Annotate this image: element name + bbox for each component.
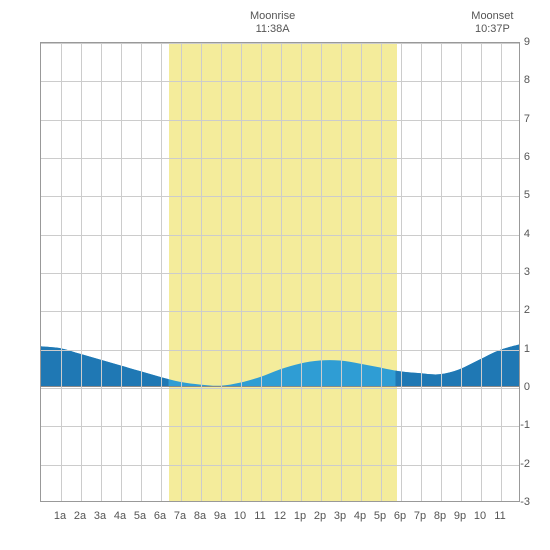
x-tick: 11 bbox=[254, 510, 265, 522]
x-tick: 4a bbox=[114, 510, 126, 522]
grid-line-v bbox=[381, 43, 382, 501]
x-tick: 5p bbox=[374, 510, 386, 522]
y-tick: -1 bbox=[520, 419, 530, 431]
x-tick: 7a bbox=[174, 510, 186, 522]
grid-line-v bbox=[121, 43, 122, 501]
x-tick: 2a bbox=[74, 510, 86, 522]
x-tick: 10 bbox=[234, 510, 246, 522]
grid-line-v bbox=[401, 43, 402, 501]
y-tick: 9 bbox=[524, 36, 530, 48]
x-tick: 1a bbox=[54, 510, 66, 522]
moonrise-title: Moonrise bbox=[250, 10, 295, 22]
grid-line-v bbox=[261, 43, 262, 501]
grid-line-h bbox=[41, 465, 519, 466]
x-tick: 9a bbox=[214, 510, 226, 522]
grid-line-h bbox=[41, 426, 519, 427]
grid-line-v bbox=[461, 43, 462, 501]
grid-line-v bbox=[141, 43, 142, 501]
grid-line-h bbox=[41, 43, 519, 44]
grid-line-v bbox=[481, 43, 482, 501]
grid-line-h bbox=[41, 81, 519, 82]
grid-line-v bbox=[301, 43, 302, 501]
grid-line-h bbox=[41, 158, 519, 159]
x-tick: 9p bbox=[454, 510, 466, 522]
moonset-label: Moonset 10:37P bbox=[462, 10, 522, 36]
x-tick: 3a bbox=[94, 510, 106, 522]
header-labels: Moonrise 11:38A Moonset 10:37P bbox=[10, 10, 540, 40]
grid-line-v bbox=[441, 43, 442, 501]
y-tick: 7 bbox=[524, 113, 530, 125]
x-tick: 11 bbox=[494, 510, 505, 522]
x-tick: 8a bbox=[194, 510, 206, 522]
grid-line-h bbox=[41, 273, 519, 274]
x-tick: 3p bbox=[334, 510, 346, 522]
grid-line-h bbox=[41, 388, 519, 389]
x-tick: 5a bbox=[134, 510, 146, 522]
grid-line-h bbox=[41, 235, 519, 236]
grid-line-v bbox=[201, 43, 202, 501]
grid-line-v bbox=[101, 43, 102, 501]
y-tick: 6 bbox=[524, 151, 530, 163]
x-tick: 12 bbox=[274, 510, 286, 522]
y-tick: 5 bbox=[524, 189, 530, 201]
grid-line-v bbox=[161, 43, 162, 501]
y-tick: 1 bbox=[524, 343, 530, 355]
x-axis: 1a 2a 3a 4a 5a 6a 7a 8a 9a 10 11 12 1p 2p 3p 4p 5p 6p 7p 8p… bbox=[40, 510, 520, 525]
grid-line-h bbox=[41, 120, 519, 121]
grid-line-v bbox=[241, 43, 242, 501]
x-tick: 4p bbox=[354, 510, 366, 522]
grid-line-h bbox=[41, 350, 519, 351]
x-tick: 10 bbox=[474, 510, 486, 522]
grid-line-v bbox=[61, 43, 62, 501]
x-tick: 6p bbox=[394, 510, 406, 522]
grid-line-v bbox=[281, 43, 282, 501]
y-tick: -3 bbox=[520, 496, 530, 508]
y-tick: 0 bbox=[524, 381, 530, 393]
x-tick: 2p bbox=[314, 510, 326, 522]
grid-line-v bbox=[81, 43, 82, 501]
plot-area bbox=[40, 42, 520, 502]
grid-line-v bbox=[501, 43, 502, 501]
moonset-time: 10:37P bbox=[475, 23, 510, 35]
grid-line-v bbox=[361, 43, 362, 501]
x-tick: 1p bbox=[294, 510, 306, 522]
grid-line-v bbox=[321, 43, 322, 501]
x-tick: 8p bbox=[434, 510, 446, 522]
moonset-title: Moonset bbox=[471, 10, 513, 22]
grid-line-v bbox=[181, 43, 182, 501]
tide-area bbox=[41, 43, 519, 501]
y-tick: -2 bbox=[520, 458, 530, 470]
grid-line-v bbox=[421, 43, 422, 501]
x-tick: 7p bbox=[414, 510, 426, 522]
moonrise-label: Moonrise 11:38A bbox=[243, 10, 303, 36]
grid-line-h bbox=[41, 311, 519, 312]
x-tick: 6a bbox=[154, 510, 166, 522]
y-axis: -3-2-10123456789 bbox=[515, 42, 530, 502]
y-tick: 2 bbox=[524, 304, 530, 316]
y-tick: 3 bbox=[524, 266, 530, 278]
y-tick: 8 bbox=[524, 74, 530, 86]
grid-line-v bbox=[341, 43, 342, 501]
grid-line-h bbox=[41, 196, 519, 197]
y-tick: 4 bbox=[524, 228, 530, 240]
moonrise-time: 11:38A bbox=[256, 23, 290, 35]
tide-chart: Moonrise 11:38A Moonset 10:37P -3-2-1012… bbox=[10, 10, 540, 540]
grid-line-v bbox=[221, 43, 222, 501]
